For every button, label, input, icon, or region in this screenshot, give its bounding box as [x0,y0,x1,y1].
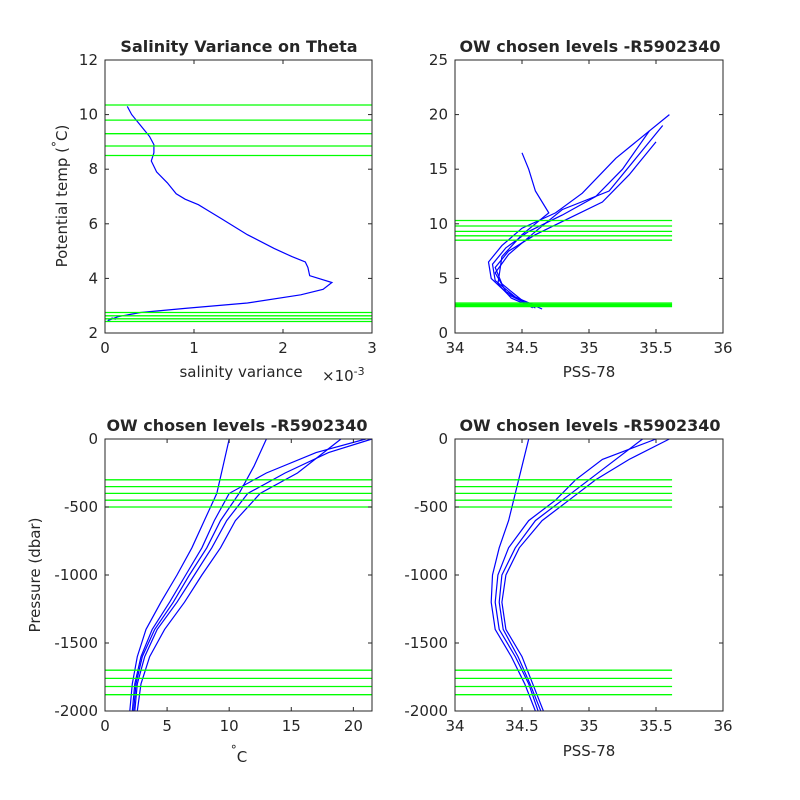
y-tick-label: 2 [88,324,98,342]
profile-line-2 [134,438,373,712]
x-tick-label: 34 [445,717,464,735]
y-tick-label: 12 [79,51,98,69]
y-tick-label: 10 [79,106,98,124]
chart-title: OW chosen levels -R5902340 [459,416,720,435]
y-axis-label: Potential temp (°C) [50,125,71,268]
y-tick-label: 4 [88,269,98,287]
y-tick-label: -2000 [404,702,448,720]
profile-line-2 [491,130,650,308]
panel-salinity-variance: Salinity Variance on Theta 0 1 2 324681012 … [50,37,377,385]
x-tick-label: 36 [713,717,732,735]
y-tick-label: 20 [429,106,448,124]
x-tick-label: 1 [189,339,199,357]
x-tick-label: 34.5 [505,717,538,735]
profile-line-3 [487,114,670,309]
y-tick-label: 5 [438,269,448,287]
x-axis-label: salinity variance [179,363,302,381]
x-tick-label: 36 [713,339,732,357]
x-tick-label: 10 [220,717,239,735]
y-axis-label: Pressure (dbar) [26,518,44,633]
profile-line-5 [494,125,664,309]
profile-line-2 [501,438,670,712]
x-tick-label: 35 [579,717,598,735]
y-tick-label: -1500 [404,634,448,652]
chart-title: OW chosen levels -R5902340 [106,416,367,435]
panel-temperature-pressure: OW chosen levels -R5902340 0 5 10 15 20 -2000… [26,416,373,766]
y-tick-label: 0 [438,430,448,448]
profile-line-1 [131,438,366,712]
x-tick-label: 34 [445,339,464,357]
axes-box [454,59,724,334]
x-axis-label: PSS-78 [563,363,616,381]
profile-line-3 [129,438,230,712]
chart-title: OW chosen levels -R5902340 [459,37,720,56]
x-tick-label: 3 [367,339,377,357]
y-tick-label: 15 [429,160,448,178]
y-tick-label: 6 [88,215,98,233]
profile-line-1 [107,106,334,322]
profile-line-4 [497,152,550,307]
x-tick-label: 34.5 [505,339,538,357]
y-tick-label: 10 [429,215,448,233]
x-axis-label: °C [231,743,247,766]
y-tick-label: -2000 [54,702,98,720]
x-tick-label: 0 [100,339,110,357]
x-tick-label: 2 [278,339,288,357]
panel-salinity-pressure: OW chosen levels -R5902340 34 34.5 35 35.5 3… [404,416,732,760]
x-tick-label: 0 [100,717,110,735]
profile-line-1 [494,438,657,712]
y-tick-label: 25 [429,51,448,69]
x-tick-label: 35 [579,339,598,357]
x-tick-label: 35.5 [639,717,672,735]
y-tick-label: 8 [88,160,98,178]
y-tick-label: -500 [64,498,98,516]
y-tick-label: -1000 [404,566,448,584]
x-tick-label: 5 [162,717,172,735]
y-tick-label: -1500 [54,634,98,652]
chart-title: Salinity Variance on Theta [120,37,357,56]
axes-box [104,59,373,334]
profile-line-3 [490,438,536,712]
panel-ts-chosen-levels: OW chosen levels -R5902340 34 34.5 35 35.5 3… [429,37,733,381]
y-tick-label: -500 [414,498,448,516]
profile-line-5 [133,438,267,712]
x-tick-label: 15 [282,717,301,735]
y-tick-label: 0 [88,430,98,448]
x-axis-label: PSS-78 [563,742,616,760]
x-tick-label: 20 [344,717,363,735]
y-tick-label: 0 [438,324,448,342]
x-axis-exponent: ×10-3 [322,365,365,385]
x-tick-label: 35.5 [639,339,672,357]
y-tick-label: -1000 [54,566,98,584]
